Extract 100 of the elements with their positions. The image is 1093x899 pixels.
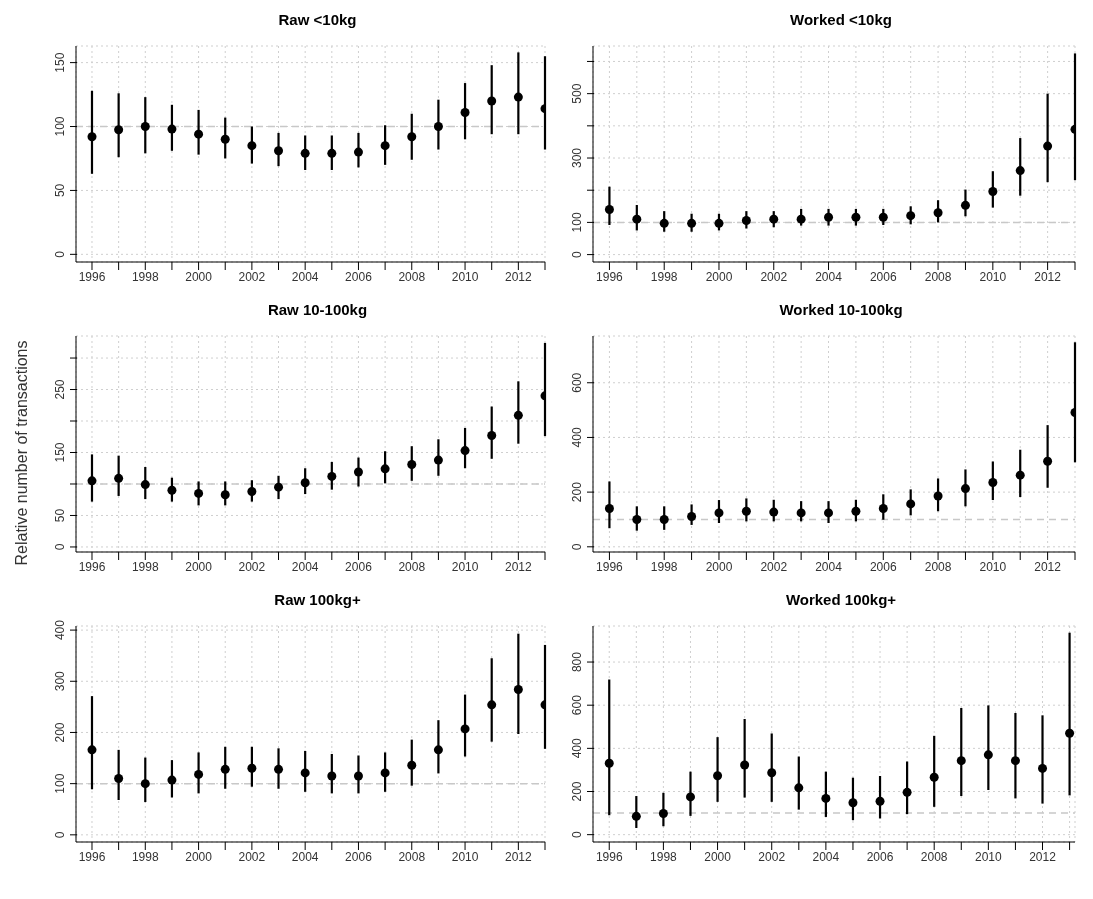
point	[714, 508, 724, 518]
point	[929, 772, 939, 782]
point	[407, 760, 417, 770]
point	[513, 410, 523, 420]
y-tick-label: 800	[570, 651, 584, 673]
point	[487, 431, 497, 440]
chart-title: Raw <10kg	[277, 10, 358, 30]
point	[687, 218, 697, 228]
point	[988, 478, 998, 488]
point	[1010, 756, 1020, 766]
point	[167, 775, 177, 785]
x-tick-label: 2006	[869, 559, 897, 574]
x-tick-label: 2010	[451, 559, 479, 574]
x-tick-label: 2012	[1034, 269, 1062, 284]
point	[741, 506, 751, 516]
x-tick-label: 2006	[345, 559, 373, 574]
point	[220, 134, 230, 144]
y-tick-label: 0	[570, 543, 584, 551]
point	[353, 467, 363, 477]
y-tick-label: 0	[53, 250, 67, 258]
y-tick-label: 600	[570, 694, 584, 716]
chart-title: Raw 100kg+	[273, 590, 362, 610]
x-tick-label: 2006	[345, 269, 373, 284]
point	[380, 768, 390, 778]
point	[460, 446, 470, 456]
x-tick-label: 2002	[238, 559, 266, 574]
x-tick-label: 1998	[650, 559, 678, 574]
point	[300, 148, 310, 158]
point	[824, 212, 834, 222]
point	[380, 464, 390, 474]
point	[878, 212, 888, 222]
point	[300, 768, 310, 778]
x-tick-label: 2000	[705, 269, 733, 284]
point	[604, 205, 614, 215]
point	[767, 768, 777, 778]
x-tick-label: 2012	[1034, 559, 1062, 574]
y-tick-label: 400	[570, 427, 584, 448]
point	[902, 787, 912, 797]
point	[906, 499, 916, 509]
point	[114, 125, 124, 135]
point	[741, 215, 751, 225]
point	[327, 471, 337, 481]
x-tick-label: 2002	[238, 849, 266, 864]
point	[140, 480, 150, 490]
point	[796, 214, 806, 224]
x-tick-label: 2002	[760, 559, 788, 574]
point	[220, 764, 230, 774]
x-tick-label: 1998	[650, 269, 678, 284]
point	[933, 491, 943, 501]
point	[220, 490, 230, 500]
point	[740, 760, 750, 770]
y-tick-label: 0	[53, 831, 67, 839]
point	[933, 208, 943, 218]
y-tick-label: 500	[570, 83, 584, 104]
point	[247, 487, 257, 497]
x-tick-label: 2004	[815, 559, 843, 574]
point	[407, 132, 417, 142]
x-tick-label: 1998	[650, 849, 678, 864]
point	[1015, 470, 1025, 480]
y-tick-label: 0	[570, 831, 584, 839]
point	[983, 750, 993, 760]
point	[194, 129, 204, 139]
x-tick-label: 2004	[291, 269, 319, 284]
point	[796, 508, 806, 518]
x-tick-label: 1996	[595, 849, 623, 864]
x-tick-label: 2002	[758, 849, 786, 864]
x-tick-label: 1996	[596, 269, 624, 284]
point	[167, 485, 177, 495]
x-tick-label: 2012	[505, 269, 533, 284]
point	[487, 700, 497, 710]
point	[1038, 763, 1048, 773]
point	[687, 511, 697, 521]
x-tick-label: 1996	[78, 559, 106, 574]
point	[380, 141, 390, 151]
x-tick-label: 2004	[812, 849, 840, 864]
point	[659, 218, 669, 228]
x-tick-label: 2012	[505, 559, 533, 574]
x-tick-label: 2006	[866, 849, 894, 864]
point	[114, 774, 124, 784]
y-tick-label: 0	[53, 543, 67, 551]
y-tick-label: 400	[570, 738, 584, 759]
point	[685, 792, 695, 802]
point	[631, 811, 641, 821]
x-tick-label: 2008	[398, 559, 426, 574]
point	[824, 508, 834, 518]
x-tick-label: 2002	[238, 269, 266, 284]
point	[274, 482, 284, 492]
x-tick-label: 1998	[131, 849, 159, 864]
y-tick-label: 150	[53, 442, 67, 463]
y-axis-title: Relative number of transactions	[12, 340, 30, 566]
y-tick-label: 100	[53, 773, 67, 794]
y-tick-label: 400	[53, 619, 67, 641]
point	[353, 771, 363, 781]
x-tick-label: 2000	[704, 849, 732, 864]
x-tick-label: 1998	[131, 269, 159, 284]
x-tick-label: 2004	[815, 269, 843, 284]
point	[604, 504, 614, 514]
y-tick-label: 250	[53, 379, 67, 400]
point	[487, 96, 497, 106]
point	[300, 478, 310, 488]
